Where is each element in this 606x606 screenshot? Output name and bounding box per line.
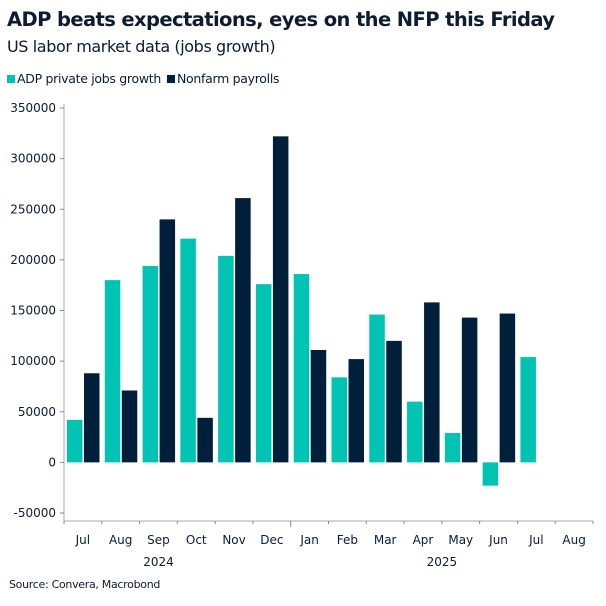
bar-adp <box>67 419 83 463</box>
bar-nfp <box>235 198 251 463</box>
x-tick-label: May <box>448 533 473 547</box>
legend-item-adp: ADP private jobs growth <box>7 71 161 86</box>
x-tick-label: Jul <box>75 533 90 547</box>
x-tick-label: Jan <box>299 533 319 547</box>
bar-nfp <box>159 219 176 463</box>
x-tick-label: Aug <box>562 533 585 547</box>
chart-title: ADP beats expectations, eyes on the NFP … <box>7 8 555 31</box>
bar-nfp <box>386 340 402 463</box>
y-tick-label: 0 <box>48 455 56 469</box>
bar-adp <box>369 314 385 463</box>
x-tick-label: Oct <box>186 533 207 547</box>
legend-swatch-nfp <box>167 75 175 83</box>
bar-nfp <box>310 349 327 463</box>
source-note: Source: Convera, Macrobond <box>9 578 161 591</box>
bar-nfp <box>499 313 516 463</box>
legend: ADP private jobs growth Nonfarm payrolls <box>7 71 280 86</box>
x-tick-label: Jun <box>488 533 508 547</box>
legend-swatch-adp <box>7 75 15 83</box>
legend-label-nfp: Nonfarm payrolls <box>177 71 280 86</box>
chart-subtitle: US labor market data (jobs growth) <box>7 37 276 56</box>
bar-adp <box>407 401 423 463</box>
bar-nfp <box>272 136 289 463</box>
x-tick-label: Aug <box>109 533 132 547</box>
y-tick-label: 100000 <box>10 354 56 368</box>
bar-adp <box>255 284 272 463</box>
legend-item-nfp: Nonfarm payrolls <box>167 71 280 86</box>
bar-adp <box>180 238 196 463</box>
y-tick-label: 150000 <box>10 304 56 318</box>
bar-nfp <box>424 302 440 463</box>
x-tick-label: Jul <box>528 533 543 547</box>
x-tick-label: Sep <box>147 533 170 547</box>
y-tick-label: 350000 <box>10 101 56 115</box>
y-tick-label: 200000 <box>10 253 56 267</box>
x-tick-label: Dec <box>260 533 283 547</box>
x-tick-label: Feb <box>337 533 358 547</box>
y-tick-label: -50000 <box>13 506 56 520</box>
y-tick-label: 300000 <box>10 152 56 166</box>
y-tick-label: 250000 <box>10 202 56 216</box>
bar-adp <box>142 265 159 463</box>
x-tick-label: Mar <box>374 533 397 547</box>
legend-label-adp: ADP private jobs growth <box>17 71 161 86</box>
x-tick-label: Nov <box>222 533 245 547</box>
year-label: 2025 <box>427 555 458 569</box>
bar-adp <box>218 255 234 463</box>
bar-nfp <box>461 317 478 463</box>
y-tick-label: 50000 <box>18 405 56 419</box>
bar-adp <box>520 357 536 463</box>
bar-nfp <box>348 359 364 463</box>
bar-adp <box>482 462 499 486</box>
year-label: 2024 <box>143 555 174 569</box>
bar-adp <box>444 433 461 463</box>
bar-nfp <box>84 373 100 463</box>
x-tick-label: Apr <box>413 533 434 547</box>
bar-nfp <box>197 417 213 463</box>
bar-adp <box>293 274 310 463</box>
bar-adp <box>331 377 347 463</box>
bar-nfp <box>121 390 138 463</box>
bar-adp <box>104 280 121 463</box>
